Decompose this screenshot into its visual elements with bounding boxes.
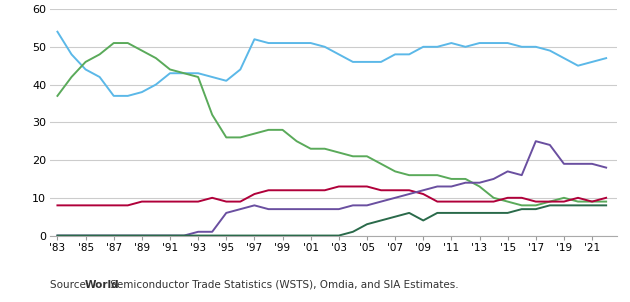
Text: Source:: Source: bbox=[50, 280, 93, 290]
Text: World: World bbox=[84, 280, 119, 290]
Text: Semiconductor Trade Statistics (WSTS), Omdia, and SIA Estimates.: Semiconductor Trade Statistics (WSTS), O… bbox=[107, 280, 459, 290]
